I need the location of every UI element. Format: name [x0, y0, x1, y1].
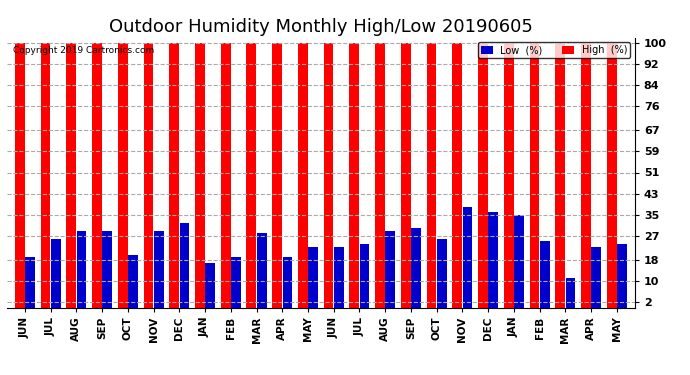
Bar	[77, 231, 86, 308]
Legend: Low  (%), High  (%): Low (%), High (%)	[478, 42, 630, 58]
Bar	[128, 255, 138, 308]
Bar	[555, 43, 565, 308]
Bar	[324, 43, 333, 308]
Bar	[195, 43, 205, 308]
Bar	[607, 43, 617, 308]
Bar	[375, 43, 385, 308]
Bar	[386, 231, 395, 308]
Bar	[504, 43, 513, 308]
Bar	[540, 242, 550, 308]
Bar	[581, 43, 591, 308]
Bar	[206, 262, 215, 308]
Bar	[51, 238, 61, 308]
Bar	[246, 43, 256, 308]
Bar	[359, 244, 369, 308]
Bar	[41, 43, 50, 308]
Text: Copyright 2019 Cartronics.com: Copyright 2019 Cartronics.com	[13, 46, 155, 55]
Bar	[529, 43, 540, 308]
Bar	[334, 247, 344, 308]
Bar	[66, 43, 76, 308]
Title: Outdoor Humidity Monthly High/Low 20190605: Outdoor Humidity Monthly High/Low 201906…	[109, 18, 533, 36]
Bar	[349, 43, 359, 308]
Bar	[426, 43, 436, 308]
Bar	[401, 43, 411, 308]
Bar	[282, 257, 293, 307]
Bar	[489, 212, 498, 308]
Bar	[92, 43, 102, 308]
Bar	[478, 43, 488, 308]
Bar	[179, 223, 189, 308]
Bar	[298, 43, 308, 308]
Bar	[617, 244, 627, 308]
Bar	[308, 247, 318, 308]
Bar	[154, 231, 164, 308]
Bar	[411, 228, 421, 308]
Bar	[118, 43, 128, 308]
Bar	[437, 238, 446, 308]
Bar	[566, 278, 575, 308]
Bar	[221, 43, 230, 308]
Bar	[257, 233, 266, 308]
Bar	[25, 257, 35, 307]
Bar	[514, 215, 524, 308]
Bar	[462, 207, 473, 308]
Bar	[169, 43, 179, 308]
Bar	[102, 231, 112, 308]
Bar	[144, 43, 153, 308]
Bar	[273, 43, 282, 308]
Bar	[15, 43, 25, 308]
Bar	[231, 257, 241, 307]
Bar	[591, 247, 601, 308]
Bar	[453, 43, 462, 308]
